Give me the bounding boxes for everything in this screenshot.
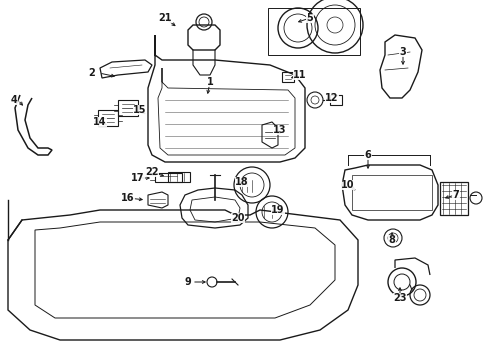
Text: 17: 17 xyxy=(131,173,144,183)
Text: 21: 21 xyxy=(158,13,171,23)
Text: 20: 20 xyxy=(231,213,244,223)
Text: 8: 8 xyxy=(388,235,395,245)
Text: 1: 1 xyxy=(206,77,213,87)
Text: 2: 2 xyxy=(88,68,95,78)
Text: 5: 5 xyxy=(306,13,313,23)
Text: 9: 9 xyxy=(184,277,191,287)
Text: 14: 14 xyxy=(93,117,106,127)
Text: 6: 6 xyxy=(364,150,370,160)
Text: 16: 16 xyxy=(121,193,135,203)
Text: 13: 13 xyxy=(273,125,286,135)
Text: 7: 7 xyxy=(452,190,458,200)
Text: 19: 19 xyxy=(271,205,284,215)
Text: 18: 18 xyxy=(235,177,248,187)
Text: 12: 12 xyxy=(325,93,338,103)
Text: 11: 11 xyxy=(293,70,306,80)
Text: 4: 4 xyxy=(11,95,18,105)
Text: 15: 15 xyxy=(133,105,146,115)
Text: 22: 22 xyxy=(145,167,159,177)
Text: 10: 10 xyxy=(341,180,354,190)
Text: 23: 23 xyxy=(392,293,406,303)
Text: 3: 3 xyxy=(399,47,406,57)
